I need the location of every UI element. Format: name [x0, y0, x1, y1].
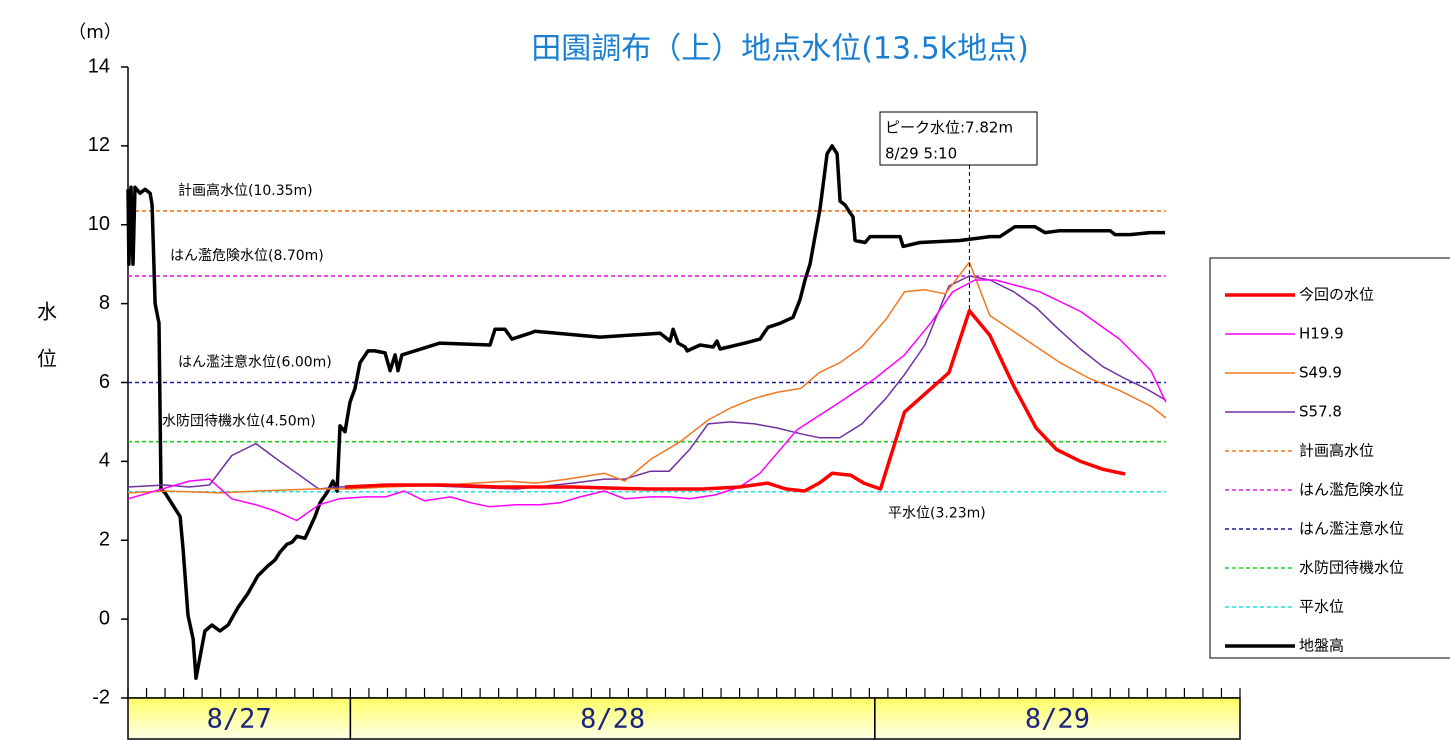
- reference-label: 水防団待機水位(4.50m): [162, 414, 316, 430]
- date-label: 8/29: [1025, 704, 1090, 735]
- legend-label: 地盤高: [1299, 637, 1344, 655]
- reference-label: 平水位(3.23m): [888, 506, 986, 522]
- y-tick-label: 8: [99, 292, 110, 314]
- legend-label: はん濫危険水位: [1299, 481, 1404, 499]
- annotation-box: [879, 111, 1038, 166]
- y-tick-label: -2: [92, 686, 110, 708]
- annotation-text: ピーク水位:7.82m: [885, 119, 1013, 137]
- series-line: [127, 275, 1167, 490]
- y-tick-label: 12: [88, 134, 110, 156]
- legend-label: 水防団待機水位: [1299, 559, 1404, 577]
- series-line: [126, 144, 1166, 681]
- y-tick-label: 14: [88, 55, 110, 77]
- date-label: 8/28: [580, 704, 645, 735]
- y-tick-label: 10: [88, 213, 110, 235]
- date-band: [874, 697, 1241, 740]
- legend-label: H19.9: [1299, 325, 1344, 343]
- legend-label: 今回の水位: [1299, 286, 1374, 304]
- date-band: [127, 697, 352, 740]
- annotation-text: 8/29 5:10: [885, 145, 957, 163]
- legend-label: 平水位: [1299, 598, 1344, 616]
- y-tick-label: 6: [99, 371, 110, 393]
- reference-label: 計画高水位(10.35m): [178, 182, 313, 199]
- y-tick-label: 2: [99, 529, 110, 551]
- date-band: [349, 697, 876, 740]
- legend-box: [1209, 257, 1450, 659]
- series-line: [344, 308, 1126, 493]
- legend-label: 計画高水位: [1299, 442, 1374, 460]
- legend-label: はん濫注意水位: [1299, 520, 1404, 538]
- series-line: [127, 279, 1167, 522]
- series-line: [127, 261, 1167, 494]
- y-unit: （m）: [68, 22, 122, 43]
- legend-label: S49.9: [1299, 364, 1342, 382]
- reference-label: はん濫注意水位(6.00m): [178, 354, 332, 371]
- reference-label: はん濫危険水位(8.70m): [170, 248, 324, 264]
- chart-title: 田園調布（上）地点水位(13.5k地点): [531, 32, 1029, 67]
- y-axis-label: 水: [37, 300, 57, 324]
- y-tick-label: 4: [99, 450, 110, 472]
- y-axis-label: 位: [37, 347, 57, 371]
- y-tick-label: 0: [99, 607, 110, 629]
- date-label: 8/27: [207, 704, 272, 735]
- legend-label: S57.8: [1299, 403, 1342, 421]
